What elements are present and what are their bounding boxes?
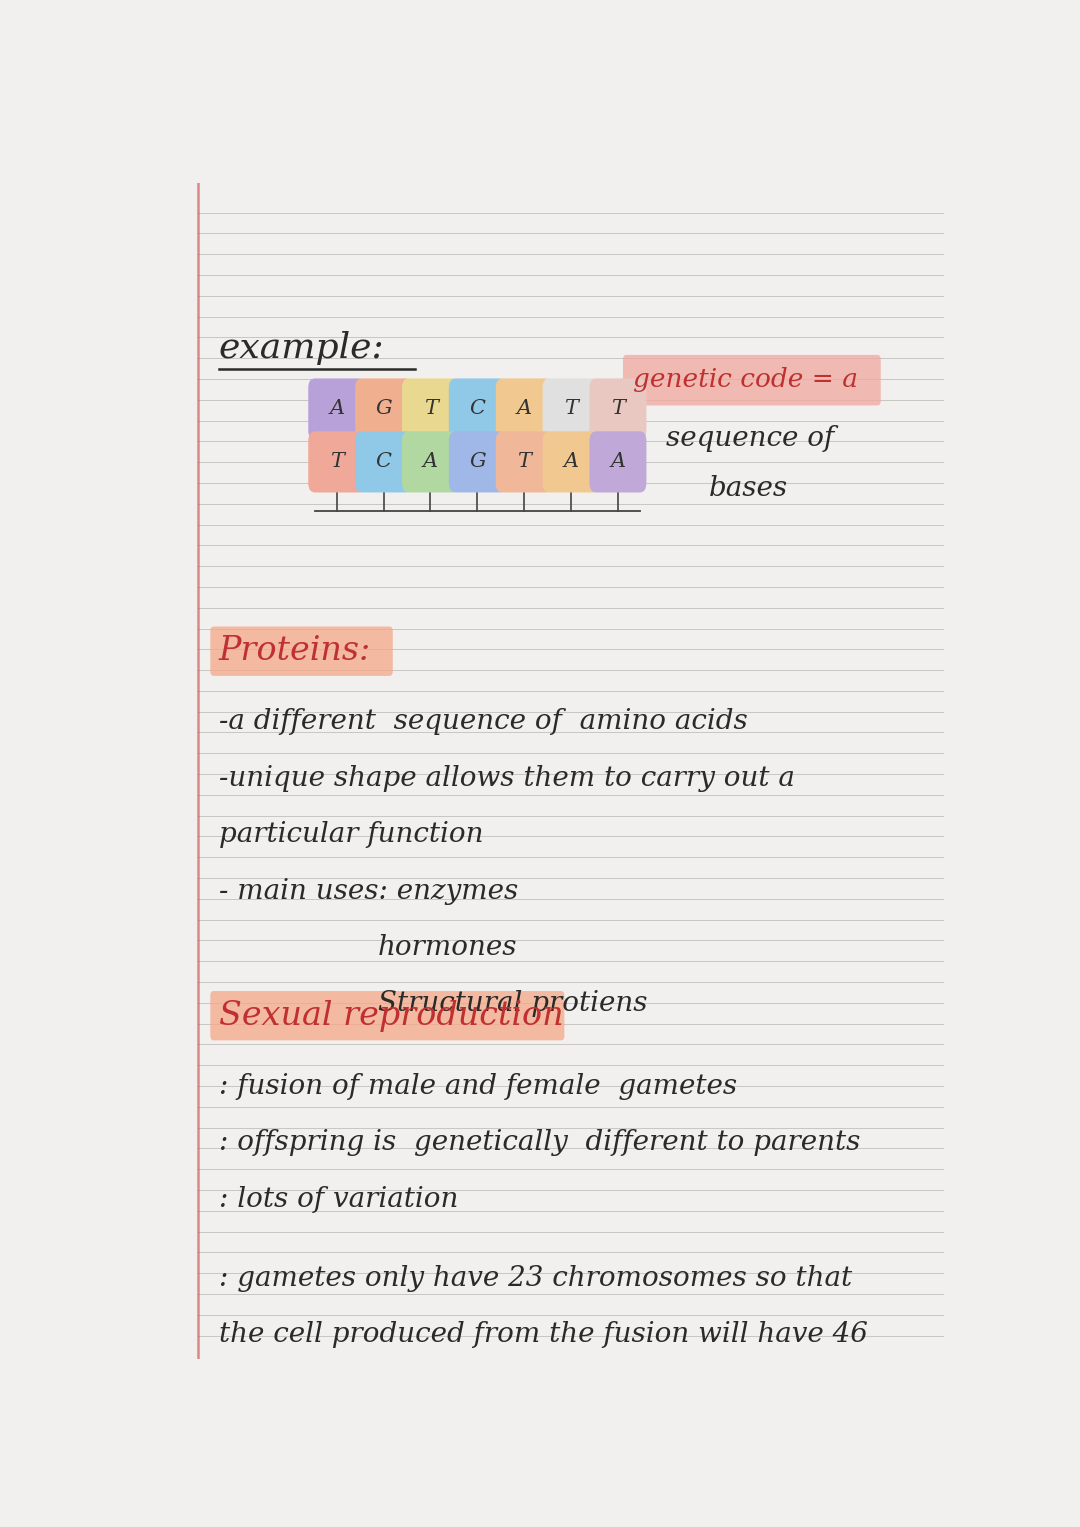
Text: sequence of: sequence of [666, 425, 835, 452]
Text: G: G [375, 400, 392, 418]
Text: example:: example: [218, 331, 384, 365]
FancyBboxPatch shape [402, 379, 459, 440]
Text: -unique shape allows them to carry out a: -unique shape allows them to carry out a [218, 765, 795, 791]
Text: Sexual reproduction: Sexual reproduction [218, 1000, 564, 1032]
Text: bases: bases [708, 475, 787, 502]
Text: T: T [423, 400, 437, 418]
Text: T: T [564, 400, 578, 418]
Text: A: A [516, 400, 531, 418]
Text: C: C [470, 400, 485, 418]
Text: C: C [376, 452, 392, 472]
Text: - main uses: enzymes: - main uses: enzymes [218, 878, 518, 904]
Text: T: T [517, 452, 531, 472]
Text: : gametes only have 23 chromosomes so that: : gametes only have 23 chromosomes so th… [218, 1264, 852, 1292]
FancyBboxPatch shape [590, 379, 647, 440]
Text: : offspring is  genetically  different to parents: : offspring is genetically different to … [218, 1128, 860, 1156]
Text: : lots of variation: : lots of variation [218, 1185, 458, 1212]
FancyBboxPatch shape [402, 431, 459, 493]
Text: genetic code = a: genetic code = a [633, 366, 858, 392]
FancyBboxPatch shape [355, 379, 413, 440]
FancyBboxPatch shape [496, 379, 553, 440]
FancyBboxPatch shape [308, 431, 365, 493]
Text: -a different  sequence of  amino acids: -a different sequence of amino acids [218, 709, 747, 736]
Text: T: T [329, 452, 343, 472]
FancyBboxPatch shape [355, 431, 413, 493]
FancyBboxPatch shape [211, 991, 565, 1040]
Text: Structural protiens: Structural protiens [378, 991, 647, 1017]
Text: A: A [329, 400, 345, 418]
Text: A: A [423, 452, 438, 472]
Text: A: A [610, 452, 625, 472]
Text: T: T [611, 400, 625, 418]
Text: A: A [564, 452, 579, 472]
FancyBboxPatch shape [542, 431, 599, 493]
Text: Proteins:: Proteins: [218, 635, 370, 667]
FancyBboxPatch shape [449, 379, 505, 440]
FancyBboxPatch shape [623, 354, 881, 406]
FancyBboxPatch shape [308, 379, 365, 440]
FancyBboxPatch shape [211, 626, 393, 676]
Text: G: G [469, 452, 486, 472]
FancyBboxPatch shape [590, 431, 647, 493]
Text: the cell produced from the fusion will have 46: the cell produced from the fusion will h… [218, 1321, 867, 1348]
Text: hormones: hormones [378, 935, 517, 960]
Text: particular function: particular function [218, 822, 483, 847]
FancyBboxPatch shape [542, 379, 599, 440]
FancyBboxPatch shape [449, 431, 505, 493]
Text: : fusion of male and female  gametes: : fusion of male and female gametes [218, 1073, 737, 1099]
FancyBboxPatch shape [496, 431, 553, 493]
